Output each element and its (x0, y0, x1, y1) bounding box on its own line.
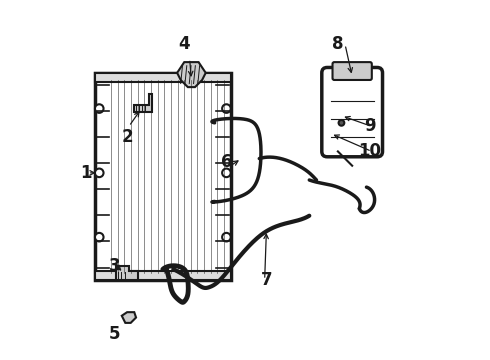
Bar (95, 73, 231, 82)
Bar (95, 271, 231, 280)
FancyBboxPatch shape (333, 62, 372, 80)
Text: 2: 2 (122, 128, 133, 146)
Polygon shape (134, 94, 152, 112)
Text: 10: 10 (359, 143, 382, 161)
Text: 8: 8 (332, 35, 343, 53)
Circle shape (95, 104, 103, 113)
Circle shape (222, 104, 231, 113)
Text: 5: 5 (109, 325, 121, 343)
Text: 4: 4 (178, 35, 190, 53)
Text: 6: 6 (221, 153, 233, 171)
Circle shape (222, 168, 231, 177)
FancyBboxPatch shape (95, 73, 231, 280)
Circle shape (222, 233, 231, 242)
Text: 7: 7 (261, 271, 272, 289)
Circle shape (95, 233, 103, 242)
Polygon shape (177, 62, 206, 87)
Text: 9: 9 (364, 117, 376, 135)
Polygon shape (117, 266, 138, 280)
FancyBboxPatch shape (322, 67, 383, 157)
Polygon shape (122, 312, 136, 323)
Circle shape (95, 168, 103, 177)
Text: 3: 3 (109, 257, 121, 275)
Circle shape (339, 120, 344, 126)
Text: 1: 1 (80, 164, 92, 182)
